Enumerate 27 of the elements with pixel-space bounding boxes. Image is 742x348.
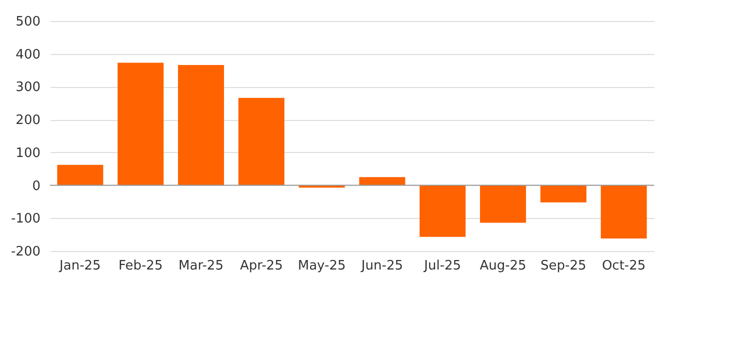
y-tick-label: -200 [10, 244, 40, 260]
x-tick-label: Jul-25 [423, 258, 462, 274]
y-tick-label: 100 [16, 146, 40, 161]
x-tick-label: May-25 [298, 258, 346, 274]
x-tick-label: Apr-25 [240, 258, 283, 274]
bar [178, 65, 224, 186]
x-tick-label: Oct-25 [602, 258, 646, 274]
y-tick-label: 0 [32, 178, 40, 194]
x-tick-label: Mar-25 [178, 258, 224, 274]
y-tick-label: 500 [16, 14, 40, 30]
bar [540, 185, 586, 202]
bar [238, 98, 284, 186]
x-tick-label: Aug-25 [480, 258, 526, 274]
y-tick-label: 200 [16, 113, 40, 128]
bar [359, 177, 406, 186]
x-tick-label: Feb-25 [118, 258, 163, 274]
y-tick-label: -100 [10, 212, 40, 227]
bar [57, 164, 104, 186]
x-tick-label: Jan-25 [58, 258, 101, 274]
y-tick-label: 400 [16, 47, 40, 62]
x-tick-label: Sep-25 [540, 258, 586, 274]
x-tick-label: Jun-25 [360, 258, 403, 274]
bar [600, 185, 647, 239]
y-tick-label: 300 [16, 80, 40, 96]
bar [420, 185, 466, 237]
bar [480, 185, 526, 223]
bar [118, 62, 164, 186]
